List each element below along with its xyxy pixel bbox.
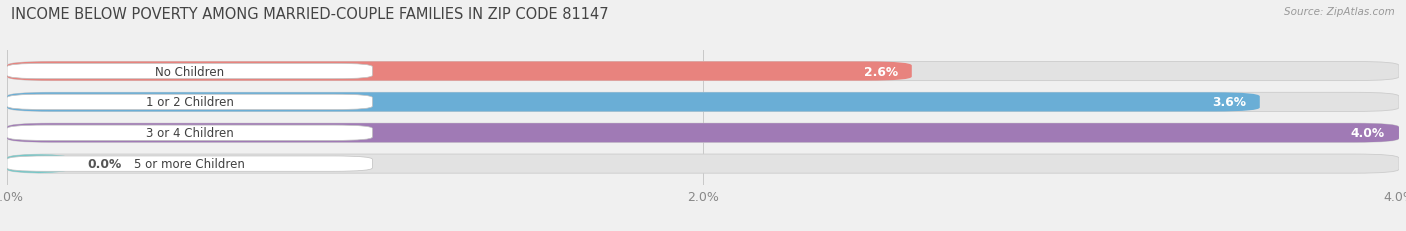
FancyBboxPatch shape	[7, 126, 373, 141]
FancyBboxPatch shape	[7, 62, 912, 81]
FancyBboxPatch shape	[7, 93, 1399, 112]
Text: 2.6%: 2.6%	[863, 65, 898, 78]
Text: 1 or 2 Children: 1 or 2 Children	[146, 96, 233, 109]
FancyBboxPatch shape	[7, 154, 70, 173]
FancyBboxPatch shape	[7, 124, 1399, 143]
Text: Source: ZipAtlas.com: Source: ZipAtlas.com	[1284, 7, 1395, 17]
FancyBboxPatch shape	[7, 156, 373, 172]
Text: No Children: No Children	[155, 65, 225, 78]
FancyBboxPatch shape	[7, 95, 373, 110]
FancyBboxPatch shape	[7, 124, 1399, 143]
FancyBboxPatch shape	[7, 64, 373, 79]
Text: 0.0%: 0.0%	[87, 158, 121, 170]
Text: 3.6%: 3.6%	[1212, 96, 1246, 109]
FancyBboxPatch shape	[7, 93, 1260, 112]
FancyBboxPatch shape	[7, 62, 1399, 81]
Text: 3 or 4 Children: 3 or 4 Children	[146, 127, 233, 140]
Text: INCOME BELOW POVERTY AMONG MARRIED-COUPLE FAMILIES IN ZIP CODE 81147: INCOME BELOW POVERTY AMONG MARRIED-COUPL…	[11, 7, 609, 22]
FancyBboxPatch shape	[7, 154, 1399, 173]
Text: 5 or more Children: 5 or more Children	[135, 158, 245, 170]
Text: 4.0%: 4.0%	[1351, 127, 1385, 140]
